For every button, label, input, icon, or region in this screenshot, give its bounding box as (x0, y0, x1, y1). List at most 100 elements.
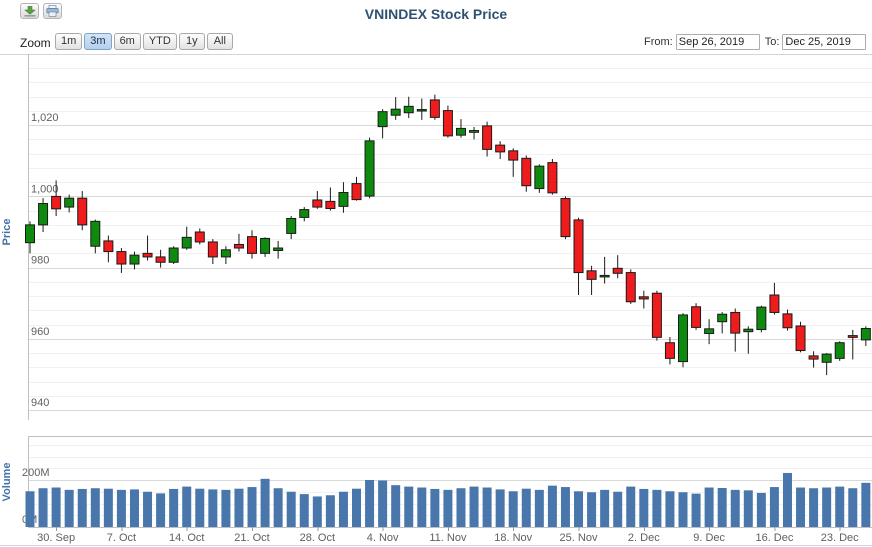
volume-bar[interactable] (299, 494, 309, 527)
candle[interactable] (116, 251, 127, 265)
volume-bar[interactable] (38, 488, 48, 527)
volume-bar[interactable] (286, 491, 296, 527)
volume-bar[interactable] (626, 486, 636, 527)
volume-bar[interactable] (169, 488, 179, 527)
candle[interactable] (390, 108, 401, 116)
candle[interactable] (220, 249, 231, 258)
candle[interactable] (194, 231, 205, 243)
volume-bar[interactable] (430, 488, 440, 527)
volume-bar[interactable] (704, 487, 714, 527)
volume-bar[interactable] (861, 482, 871, 527)
volume-bar[interactable] (665, 491, 675, 527)
candle[interactable] (338, 191, 349, 207)
volume-bar[interactable] (652, 489, 662, 527)
candle[interactable] (795, 325, 806, 352)
candle[interactable] (599, 274, 610, 278)
volume-bar[interactable] (456, 488, 466, 527)
volume-bar[interactable] (404, 486, 414, 527)
candle[interactable] (756, 306, 767, 331)
volume-bar[interactable] (587, 492, 597, 527)
volume-bar[interactable] (51, 487, 61, 527)
volume-bar[interactable] (574, 491, 584, 527)
candle[interactable] (534, 165, 545, 190)
volume-bar[interactable] (769, 487, 779, 527)
volume-bar[interactable] (90, 488, 100, 527)
volume-bar[interactable] (534, 489, 544, 527)
volume-bar[interactable] (822, 487, 832, 527)
volume-bar[interactable] (338, 491, 348, 527)
candle[interactable] (403, 105, 414, 114)
candle[interactable] (704, 328, 715, 334)
volume-bar[interactable] (639, 488, 649, 527)
candle[interactable] (547, 162, 558, 194)
volume-bar[interactable] (325, 495, 335, 527)
candle[interactable] (51, 195, 62, 210)
volume-bar[interactable] (809, 488, 819, 527)
candle[interactable] (586, 270, 597, 280)
candle[interactable] (717, 313, 728, 323)
candle[interactable] (495, 144, 506, 153)
candle[interactable] (377, 111, 388, 128)
volume-bar[interactable] (352, 488, 361, 527)
candle[interactable] (860, 327, 871, 341)
volume-bar[interactable] (730, 489, 740, 527)
candle[interactable] (364, 140, 375, 197)
candle[interactable] (521, 157, 532, 187)
candle[interactable] (299, 209, 310, 218)
candle[interactable] (482, 125, 493, 150)
candle[interactable] (560, 198, 571, 238)
candle[interactable] (638, 296, 649, 300)
volume-bar[interactable] (221, 489, 231, 527)
to-date-input[interactable] (782, 34, 867, 50)
volume-bar[interactable] (508, 491, 518, 527)
candle[interactable] (351, 183, 362, 201)
candle[interactable] (455, 127, 466, 136)
volume-bar[interactable] (156, 493, 166, 527)
volume-bar[interactable] (234, 488, 244, 527)
candle[interactable] (273, 247, 284, 252)
candle[interactable] (469, 130, 480, 133)
candle[interactable] (233, 243, 244, 249)
candle[interactable] (442, 110, 453, 137)
range-button-1m[interactable]: 1m (55, 33, 83, 50)
volume-bar[interactable] (182, 486, 192, 527)
volume-bar[interactable] (417, 487, 427, 527)
volume-bar[interactable] (143, 491, 153, 527)
volume-bar[interactable] (482, 487, 492, 527)
candle[interactable] (678, 314, 688, 363)
candle[interactable] (260, 237, 271, 254)
volume-bar[interactable] (129, 489, 139, 527)
candle[interactable] (508, 150, 519, 161)
candle[interactable] (103, 240, 114, 253)
candle[interactable] (429, 99, 440, 118)
candle[interactable] (651, 292, 662, 338)
range-button-3m[interactable]: 3m (84, 33, 112, 50)
volume-bar[interactable] (743, 490, 753, 527)
volume-bar[interactable] (116, 489, 126, 527)
from-date-input[interactable] (675, 34, 760, 50)
candle[interactable] (573, 219, 584, 274)
candle[interactable] (64, 197, 75, 208)
candle[interactable] (625, 272, 636, 303)
volume-bar[interactable] (25, 491, 35, 527)
candle[interactable] (325, 200, 336, 210)
print-button[interactable] (43, 3, 62, 19)
candle[interactable] (129, 254, 140, 265)
volume-bar[interactable] (378, 480, 388, 527)
volume-bar[interactable] (495, 489, 505, 527)
volume-bar[interactable] (247, 487, 257, 527)
candle[interactable] (181, 236, 192, 249)
range-button-ytd[interactable]: YTD (142, 33, 177, 50)
candle[interactable] (769, 294, 780, 313)
candle[interactable] (821, 353, 832, 363)
volume-bar[interactable] (273, 488, 283, 527)
candle[interactable] (834, 342, 845, 359)
candle[interactable] (612, 267, 623, 274)
volume-bar[interactable] (717, 487, 727, 527)
candle[interactable] (782, 313, 793, 329)
candle[interactable] (38, 203, 49, 226)
candle[interactable] (808, 355, 819, 360)
volume-bar[interactable] (195, 488, 205, 527)
candle[interactable] (312, 199, 323, 208)
candle[interactable] (664, 342, 675, 359)
